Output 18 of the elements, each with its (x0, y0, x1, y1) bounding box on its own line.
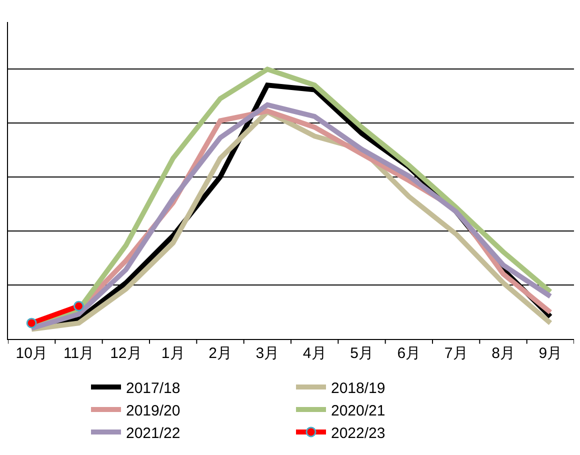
legend-label: 2020/21 (331, 402, 386, 420)
legend-label: 2019/20 (126, 402, 180, 420)
x-tick-label: 2月 (208, 345, 232, 362)
legend-label: 2021/22 (126, 424, 180, 442)
x-tick-label: 10月 (16, 345, 48, 362)
x-tick-label: 12月 (110, 345, 142, 362)
x-tick-label: 5月 (350, 345, 374, 362)
x-tick-label: 9月 (538, 345, 562, 362)
x-tick-label: 4月 (302, 345, 326, 362)
x-tick-label: 3月 (256, 345, 280, 362)
x-tick-label: 6月 (397, 345, 421, 362)
x-tick-label: 7月 (444, 345, 468, 362)
legend-label: 2018/19 (331, 380, 386, 397)
x-tick-label: 1月 (161, 345, 185, 362)
legend-label: 2022/23 (331, 424, 386, 442)
x-tick-label: 8月 (492, 345, 515, 362)
x-tick-label: 11月 (63, 345, 94, 362)
legend-label: 2017/18 (126, 380, 180, 397)
